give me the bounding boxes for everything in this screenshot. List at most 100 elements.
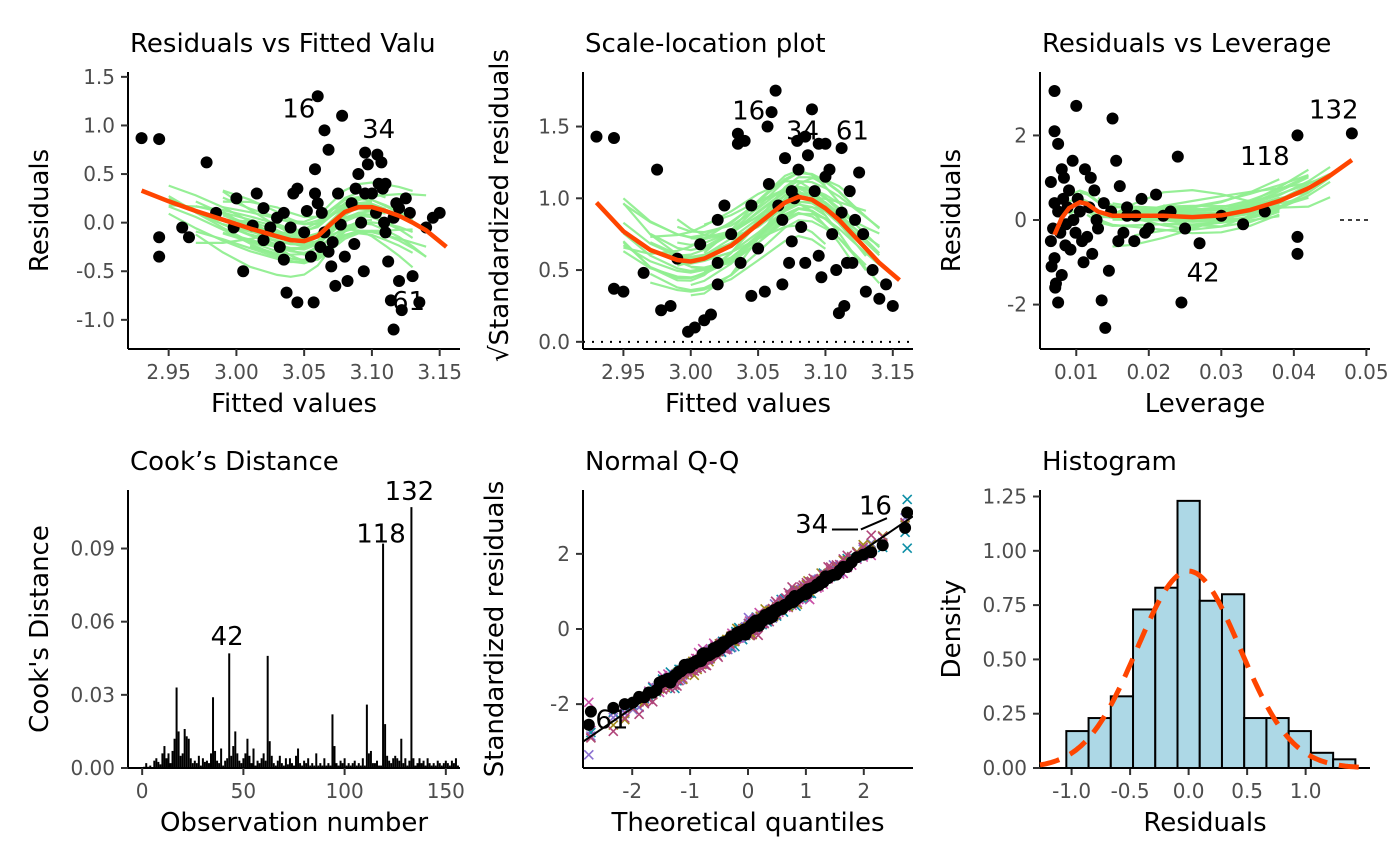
observed-point xyxy=(865,546,878,559)
panel-scale-location: Scale-location plot 2.95 3.00 3.05 3.10 3.15 0… xyxy=(485,29,915,419)
data-point xyxy=(853,166,866,179)
point-label: 132 xyxy=(385,477,435,507)
y-tick-label: 0 xyxy=(557,617,570,641)
data-point xyxy=(835,142,848,155)
data-point xyxy=(769,84,782,97)
data-point xyxy=(1291,230,1304,243)
observed-point xyxy=(901,506,913,519)
panel-histogram: Histogram -1.0 -0.5 0.0 0.5 1.0 0.00 0.25 0.50 0.… xyxy=(937,447,1371,838)
panel-title: Normal Q-Q xyxy=(585,447,739,477)
y-tick-label: 0.09 xyxy=(70,537,115,561)
data-point xyxy=(1193,237,1206,250)
data-point xyxy=(311,197,324,210)
histogram-bar xyxy=(1287,730,1312,769)
data-point xyxy=(257,202,270,215)
data-point xyxy=(776,278,789,291)
data-point xyxy=(873,292,886,305)
data-point xyxy=(322,143,335,156)
point-label: 34 xyxy=(795,510,828,540)
data-point xyxy=(413,296,426,309)
data-point xyxy=(745,199,758,212)
bootstrap-line xyxy=(622,176,826,282)
point-label: 61 xyxy=(836,116,869,146)
plot-area xyxy=(135,90,448,336)
point-label: 16 xyxy=(859,491,892,521)
data-point xyxy=(731,127,744,140)
data-point xyxy=(318,124,331,137)
data-point xyxy=(384,294,397,307)
data-point xyxy=(835,206,848,219)
x-axis-title: Residuals xyxy=(1143,808,1266,838)
x-axis-title: Observation number xyxy=(160,808,428,838)
data-point xyxy=(799,256,812,269)
bootstrap-line xyxy=(650,234,827,293)
bootstrap-line xyxy=(1112,172,1331,216)
data-point xyxy=(815,271,828,284)
data-point xyxy=(309,187,322,200)
data-point xyxy=(1084,171,1097,184)
data-point xyxy=(664,299,677,312)
simulated-cross xyxy=(619,714,630,725)
data-point xyxy=(607,282,620,295)
x-tick-label: 0.01 xyxy=(1054,360,1099,384)
data-point xyxy=(725,228,738,241)
simulated-cross xyxy=(608,712,619,723)
y-tick-label: -0.5 xyxy=(76,259,115,283)
data-point xyxy=(783,256,796,269)
x-tick-label: 3.15 xyxy=(871,360,916,384)
point-label: 132 xyxy=(1309,96,1359,126)
data-point xyxy=(826,228,839,241)
data-point xyxy=(704,308,717,321)
plot-area xyxy=(1044,85,1370,334)
x-axis-title: Fitted values xyxy=(665,389,831,419)
data-point xyxy=(812,137,825,150)
x-tick-label: 3.00 xyxy=(214,360,259,384)
data-point xyxy=(1150,188,1163,201)
y-tick-label: 1.5 xyxy=(83,65,115,89)
data-point xyxy=(176,221,189,234)
data-point xyxy=(1086,247,1099,260)
panel-cooks-distance: Cook’s Distance 0 50 100 150 0.00 0.03 0.06 0.09… xyxy=(25,447,465,838)
panel-title: Residuals vs Fitted Valu xyxy=(130,29,436,59)
data-point xyxy=(291,182,304,195)
smooth-line xyxy=(140,188,448,249)
data-point xyxy=(779,152,792,165)
data-point xyxy=(277,206,290,219)
data-point xyxy=(135,132,148,145)
x-tick-label: 0.5 xyxy=(1231,779,1263,803)
histogram-bar xyxy=(1243,717,1268,769)
data-point xyxy=(332,187,345,200)
observed-point xyxy=(584,705,597,718)
data-point xyxy=(355,216,368,229)
data-point xyxy=(1045,260,1058,273)
label-leader xyxy=(860,517,888,531)
data-point xyxy=(1135,192,1148,205)
y-tick-label: 0.5 xyxy=(538,258,570,282)
data-point xyxy=(348,238,361,251)
observed-point xyxy=(876,539,889,552)
data-point xyxy=(1345,127,1358,140)
data-point xyxy=(1110,154,1123,167)
data-point xyxy=(830,264,843,277)
data-point xyxy=(761,120,774,133)
y-tick-label: 2 xyxy=(557,542,570,566)
data-point xyxy=(309,163,322,176)
data-point xyxy=(1052,205,1065,218)
x-tick-label: -1.0 xyxy=(1052,779,1091,803)
data-point xyxy=(1044,235,1057,248)
data-point xyxy=(1077,256,1090,269)
data-point xyxy=(812,249,825,262)
data-point xyxy=(284,221,297,234)
data-point xyxy=(291,296,304,309)
x-tick-label: 3.00 xyxy=(668,360,713,384)
data-point xyxy=(379,226,392,239)
x-axis-title: Fitted values xyxy=(211,389,377,419)
data-point xyxy=(843,185,856,198)
data-point xyxy=(838,299,851,312)
x-tick-label: 0 xyxy=(742,779,755,803)
data-point xyxy=(1052,137,1065,150)
data-point xyxy=(1112,235,1125,248)
data-point xyxy=(378,216,391,229)
bootstrap-line xyxy=(1060,174,1309,212)
